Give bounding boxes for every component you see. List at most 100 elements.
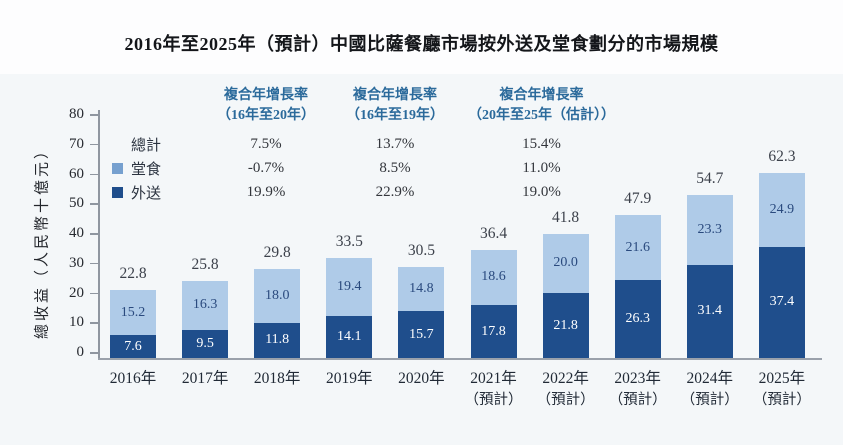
delivery-segment: 14.1 [326,316,373,358]
y-axis-tick-mark [90,203,98,205]
cagr-value: 7.5% [250,135,282,152]
legend-label-delivery: 外送 [131,185,162,202]
total-value-label: 47.9 [624,190,652,208]
total-value-label: 54.7 [696,170,724,188]
y-axis-tick-label: 40 [69,225,84,241]
cagr-header-line: 複合年增長率 [224,88,308,103]
y-axis-tick-label: 70 [69,135,84,152]
cagr-row-dinein: 堂食 -0.7% 8.5% 11.0% [112,156,629,180]
delivery-value-label: 37.4 [769,294,795,310]
cagr-header-line: （20年至25年（估計）） [468,108,615,123]
legend-swatch-delivery [112,186,123,198]
cagr-value: 11.0% [522,159,561,176]
delivery-segment: 26.3 [614,279,661,358]
dinein-value-label: 18.0 [264,288,290,304]
x-tick-label: 2016年 [109,370,157,387]
cagr-value: 22.9% [375,183,415,200]
x-tick-label: 2019年 [326,370,373,387]
cagr-value: -0.7% [247,159,285,176]
total-value-label: 33.5 [335,233,363,251]
delivery-segment: 37.4 [758,246,805,358]
delivery-segment: 17.8 [470,305,517,358]
total-value-label: 25.8 [191,256,219,274]
delivery-value-label: 9.5 [196,335,214,351]
y-axis-tick-label: 60 [69,165,84,182]
y-axis-tick-mark [90,143,98,146]
x-axis-line [98,358,822,360]
delivery-value-label: 11.8 [265,332,290,348]
x-tick-label: 2022年 [542,370,589,387]
dinein-value-label: 16.3 [192,297,218,313]
delivery-segment: 21.8 [542,293,589,358]
y-axis-tick-mark [90,233,98,235]
dinein-segment: 18.0 [254,269,301,323]
cagr-value: 13.7% [375,135,415,152]
x-tick-label: 2018年 [253,370,301,387]
x-tick-sublabel: （預計） [680,392,739,408]
x-tick-sublabel: （預計） [536,392,595,408]
x-tick-label: 2024年 [686,370,734,387]
legend-item-total: 總計 [112,134,196,155]
dinein-segment: 15.2 [110,290,156,336]
legend-item-delivery: 外送 [112,182,196,203]
cagr-header-16-19: 複合年增長率 （16年至19年） [336,86,454,126]
cagr-header-line: （16年至19年） [346,108,444,123]
cagr-header-line: 複合年增長率 [353,88,437,103]
y-axis-tick-mark [90,262,98,265]
y-axis-tick-label: 10 [69,314,84,331]
dinein-value-label: 15.2 [120,304,146,320]
dinein-value-label: 18.6 [481,269,506,285]
cagr-header-line: （16年至20年） [217,108,315,123]
y-axis-tick-label: 0 [76,344,85,360]
delivery-value-label: 14.1 [337,329,362,345]
cagr-value: 19.9% [246,183,286,200]
dinein-value-label: 21.6 [625,239,650,255]
cagr-header-20-25: 複合年增長率 （20年至25年（估計）） [454,86,629,126]
x-tick-label: 2021年 [470,370,517,387]
dinein-segment: 23.3 [686,195,733,265]
y-axis-tick-label: 80 [69,106,84,122]
dinein-value-label: 23.3 [697,221,723,237]
total-value-label: 36.4 [479,224,508,242]
y-axis-tick-label: 20 [69,284,84,301]
legend-item-dinein: 堂食 [112,158,196,179]
x-tick-sublabel: （預計） [752,392,811,408]
delivery-segment: 31.4 [686,264,733,358]
delivery-value-label: 26.3 [625,310,650,326]
y-axis-tick-mark [90,292,98,294]
cagr-row-delivery: 外送 19.9% 22.9% 19.0% [112,180,629,204]
cagr-header-line: 複合年增長率 [499,88,584,103]
x-tick-sublabel: （預計） [464,392,523,408]
delivery-value-label: 21.8 [553,317,578,333]
legend-swatch-dinein [112,162,123,174]
delivery-segment: 9.5 [182,329,229,358]
cagr-header-16-20: 複合年增長率 （16年至20年） [196,86,336,126]
delivery-value-label: 7.6 [124,338,142,354]
y-axis-line [98,110,100,360]
x-tick-sublabel: （預計） [608,392,667,408]
dinein-segment: 16.3 [182,281,229,330]
total-value-label: 22.8 [119,265,147,283]
dinein-segment: 21.6 [614,215,661,280]
dinein-segment: 24.9 [758,172,805,247]
dinein-value-label: 20.0 [553,255,578,271]
y-axis-tick-mark [90,352,98,354]
legend-label-total: 總計 [131,137,162,154]
cagr-value: 19.0% [522,183,561,200]
delivery-segment: 7.6 [110,335,156,358]
cagr-header-row: 複合年增長率 （16年至20年） 複合年增長率 （16年至19年） 複合年增長率… [112,86,629,132]
delivery-value-label: 15.7 [409,326,434,342]
delivery-value-label: 31.4 [697,303,723,319]
y-axis-tick-mark [90,114,98,116]
y-axis-tick-label: 30 [69,254,84,271]
x-tick-label: 2017年 [181,370,229,387]
cagr-row-total: 總計 7.5% 13.7% 15.4% [112,132,629,156]
x-tick-label: 2023年 [614,370,661,387]
y-axis-tick-label: 50 [69,195,84,212]
total-value-label: 62.3 [768,147,796,165]
chart-title: 2016年至2025年（預計）中國比薩餐廳市場按外送及堂食劃分的市場規模 [124,34,719,54]
total-value-label: 41.8 [552,208,580,226]
dinein-segment: 20.0 [542,233,589,294]
total-value-label: 29.8 [263,244,291,262]
